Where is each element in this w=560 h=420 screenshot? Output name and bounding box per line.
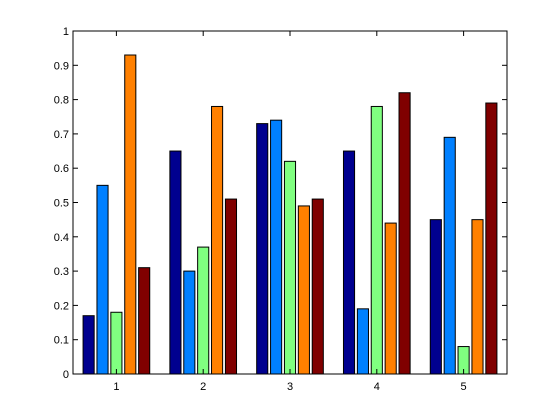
bar-2-1 [169,150,182,375]
y-tick-label: 0.2 [54,300,69,312]
y-tick-label: 0.3 [54,266,69,278]
y-tick-label: 0.1 [54,335,69,347]
bar-4-4 [384,222,397,375]
bar-3-4 [297,205,310,375]
x-tick-label: 3 [287,381,293,393]
x-tick-label: 5 [461,381,467,393]
bar-5-2 [443,136,456,375]
bar-3-3 [283,160,297,375]
bar-1-2 [96,184,109,375]
bar-1-5 [138,267,151,375]
bar-1-1 [82,315,95,375]
bar-4-3 [370,105,383,375]
bar-4-1 [342,150,356,375]
y-tick-label: 0.6 [54,163,69,175]
bar-1-3 [110,311,123,375]
bar-3-1 [256,123,269,375]
bar-5-1 [429,219,442,375]
bar-4-5 [398,92,411,375]
y-tick-label: 0.9 [54,60,69,72]
bar-2-2 [183,270,196,375]
bar-2-4 [211,105,224,375]
y-tick-label: 0.5 [54,198,69,210]
bar-3-2 [270,119,283,375]
y-tick-label: 0.7 [54,129,69,141]
y-tick-label: 1 [63,26,69,38]
x-tick-label: 1 [113,381,119,393]
bar-3-5 [311,198,324,375]
bar-5-5 [485,102,498,375]
bar-5-4 [471,219,484,375]
y-tick-label: 0.8 [54,95,69,107]
bar-4-2 [356,308,369,375]
x-tick-label: 4 [374,381,380,393]
y-tick-label: 0.4 [54,232,69,244]
axes-group: 0 0.1 0.2 0.3 0.4 0.5 0.6 0.7 0.8 0.9 1 1 2 3 4 5 [54,26,508,393]
bar-2-5 [224,198,238,375]
bar-2-3 [197,246,210,375]
x-tick-label: 2 [200,381,206,393]
bar-1-4 [124,54,137,375]
y-tick-label: 0 [63,369,69,381]
